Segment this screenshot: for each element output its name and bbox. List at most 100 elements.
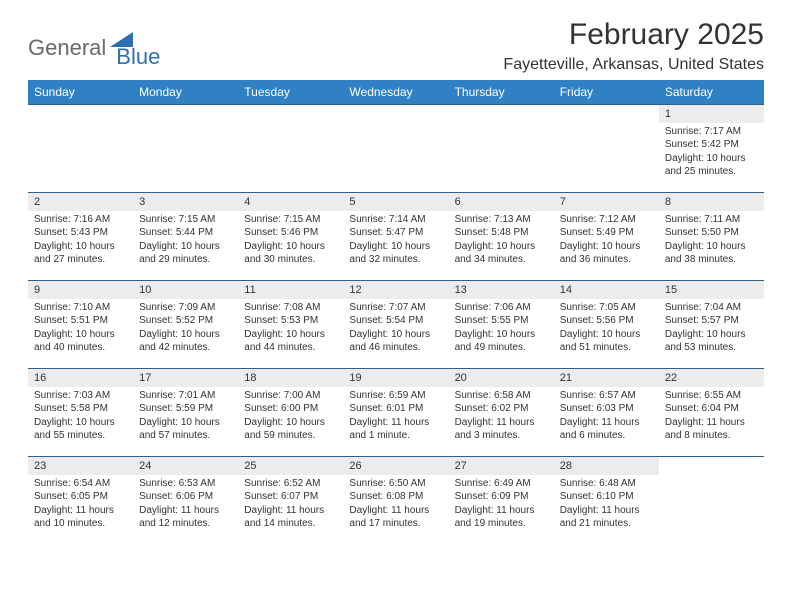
day-day1: Daylight: 10 hours — [244, 416, 337, 430]
day-day2: and 55 minutes. — [34, 429, 127, 443]
day-day1: Daylight: 10 hours — [139, 328, 232, 342]
day-sunset: Sunset: 5:49 PM — [560, 226, 653, 240]
day-number-cell: 10 — [133, 281, 238, 299]
day-sunrise: Sunrise: 7:15 AM — [139, 213, 232, 227]
day-content-row: Sunrise: 7:16 AMSunset: 5:43 PMDaylight:… — [28, 211, 764, 281]
day-number-cell: 19 — [343, 369, 448, 387]
day-content-cell: Sunrise: 7:04 AMSunset: 5:57 PMDaylight:… — [659, 299, 764, 369]
day-sunset: Sunset: 6:00 PM — [244, 402, 337, 416]
day-content-cell: Sunrise: 7:15 AMSunset: 5:46 PMDaylight:… — [238, 211, 343, 281]
day-sunrise: Sunrise: 6:49 AM — [455, 477, 548, 491]
day-sunset: Sunset: 5:51 PM — [34, 314, 127, 328]
day-number-row: 16171819202122 — [28, 369, 764, 387]
day-sunrise: Sunrise: 6:58 AM — [455, 389, 548, 403]
day-content-cell — [133, 123, 238, 193]
day-sunrise: Sunrise: 7:04 AM — [665, 301, 758, 315]
day-content-cell: Sunrise: 7:14 AMSunset: 5:47 PMDaylight:… — [343, 211, 448, 281]
day-number-row: 232425262728 — [28, 457, 764, 475]
day-sunrise: Sunrise: 7:15 AM — [244, 213, 337, 227]
weekday-header: Tuesday — [238, 80, 343, 105]
day-sunrise: Sunrise: 7:03 AM — [34, 389, 127, 403]
day-day1: Daylight: 10 hours — [560, 240, 653, 254]
day-sunrise: Sunrise: 6:48 AM — [560, 477, 653, 491]
day-day1: Daylight: 10 hours — [349, 328, 442, 342]
day-number-cell — [554, 105, 659, 123]
day-sunrise: Sunrise: 7:06 AM — [455, 301, 548, 315]
day-content-cell — [28, 123, 133, 193]
day-sunrise: Sunrise: 6:59 AM — [349, 389, 442, 403]
day-content-cell: Sunrise: 7:08 AMSunset: 5:53 PMDaylight:… — [238, 299, 343, 369]
day-content-cell: Sunrise: 7:05 AMSunset: 5:56 PMDaylight:… — [554, 299, 659, 369]
day-content-cell: Sunrise: 7:01 AMSunset: 5:59 PMDaylight:… — [133, 387, 238, 457]
day-number-cell: 14 — [554, 281, 659, 299]
day-sunset: Sunset: 5:46 PM — [244, 226, 337, 240]
weekday-header: Monday — [133, 80, 238, 105]
day-number-cell: 24 — [133, 457, 238, 475]
day-day2: and 14 minutes. — [244, 517, 337, 531]
day-number-cell: 2 — [28, 193, 133, 211]
day-sunrise: Sunrise: 7:14 AM — [349, 213, 442, 227]
day-sunset: Sunset: 5:59 PM — [139, 402, 232, 416]
day-number-cell: 25 — [238, 457, 343, 475]
day-day2: and 25 minutes. — [665, 165, 758, 179]
day-number-cell: 9 — [28, 281, 133, 299]
day-day1: Daylight: 10 hours — [455, 328, 548, 342]
day-sunrise: Sunrise: 7:17 AM — [665, 125, 758, 139]
day-day1: Daylight: 10 hours — [349, 240, 442, 254]
day-day1: Daylight: 10 hours — [244, 240, 337, 254]
calendar-body: SundayMondayTuesdayWednesdayThursdayFrid… — [28, 80, 764, 545]
day-day1: Daylight: 11 hours — [139, 504, 232, 518]
day-day1: Daylight: 11 hours — [244, 504, 337, 518]
day-sunset: Sunset: 5:43 PM — [34, 226, 127, 240]
day-day2: and 42 minutes. — [139, 341, 232, 355]
day-number-row: 1 — [28, 105, 764, 123]
day-content-cell: Sunrise: 6:55 AMSunset: 6:04 PMDaylight:… — [659, 387, 764, 457]
day-day2: and 46 minutes. — [349, 341, 442, 355]
day-content-cell — [343, 123, 448, 193]
day-sunrise: Sunrise: 7:07 AM — [349, 301, 442, 315]
day-sunset: Sunset: 5:56 PM — [560, 314, 653, 328]
day-content-cell: Sunrise: 7:09 AMSunset: 5:52 PMDaylight:… — [133, 299, 238, 369]
day-content-cell: Sunrise: 7:13 AMSunset: 5:48 PMDaylight:… — [449, 211, 554, 281]
day-sunrise: Sunrise: 7:09 AM — [139, 301, 232, 315]
day-day2: and 36 minutes. — [560, 253, 653, 267]
day-number-cell: 11 — [238, 281, 343, 299]
day-content-cell — [554, 123, 659, 193]
day-day1: Daylight: 10 hours — [665, 328, 758, 342]
day-number-cell: 20 — [449, 369, 554, 387]
day-day2: and 57 minutes. — [139, 429, 232, 443]
day-number-cell: 28 — [554, 457, 659, 475]
day-content-cell: Sunrise: 6:59 AMSunset: 6:01 PMDaylight:… — [343, 387, 448, 457]
day-sunrise: Sunrise: 7:13 AM — [455, 213, 548, 227]
day-number-cell: 5 — [343, 193, 448, 211]
day-day1: Daylight: 11 hours — [349, 416, 442, 430]
title-block: February 2025 Fayetteville, Arkansas, Un… — [503, 18, 764, 74]
day-number-cell: 26 — [343, 457, 448, 475]
day-day1: Daylight: 10 hours — [34, 416, 127, 430]
day-content-cell: Sunrise: 7:06 AMSunset: 5:55 PMDaylight:… — [449, 299, 554, 369]
day-sunset: Sunset: 5:57 PM — [665, 314, 758, 328]
day-sunset: Sunset: 6:04 PM — [665, 402, 758, 416]
page: General Blue February 2025 Fayetteville,… — [0, 0, 792, 553]
day-day2: and 27 minutes. — [34, 253, 127, 267]
day-day2: and 38 minutes. — [665, 253, 758, 267]
day-number-cell: 21 — [554, 369, 659, 387]
day-content-cell: Sunrise: 7:12 AMSunset: 5:49 PMDaylight:… — [554, 211, 659, 281]
day-content-cell — [449, 123, 554, 193]
day-day2: and 51 minutes. — [560, 341, 653, 355]
page-title: February 2025 — [503, 18, 764, 52]
day-day1: Daylight: 11 hours — [455, 416, 548, 430]
day-sunset: Sunset: 6:05 PM — [34, 490, 127, 504]
day-sunrise: Sunrise: 7:12 AM — [560, 213, 653, 227]
day-day1: Daylight: 10 hours — [455, 240, 548, 254]
day-content-cell: Sunrise: 6:54 AMSunset: 6:05 PMDaylight:… — [28, 475, 133, 545]
day-content-cell: Sunrise: 7:15 AMSunset: 5:44 PMDaylight:… — [133, 211, 238, 281]
day-content-cell: Sunrise: 7:10 AMSunset: 5:51 PMDaylight:… — [28, 299, 133, 369]
day-day1: Daylight: 11 hours — [455, 504, 548, 518]
day-day1: Daylight: 11 hours — [665, 416, 758, 430]
day-day2: and 10 minutes. — [34, 517, 127, 531]
day-content-cell: Sunrise: 6:48 AMSunset: 6:10 PMDaylight:… — [554, 475, 659, 545]
day-day1: Daylight: 10 hours — [665, 240, 758, 254]
day-sunrise: Sunrise: 7:08 AM — [244, 301, 337, 315]
calendar-table: SundayMondayTuesdayWednesdayThursdayFrid… — [28, 80, 764, 545]
